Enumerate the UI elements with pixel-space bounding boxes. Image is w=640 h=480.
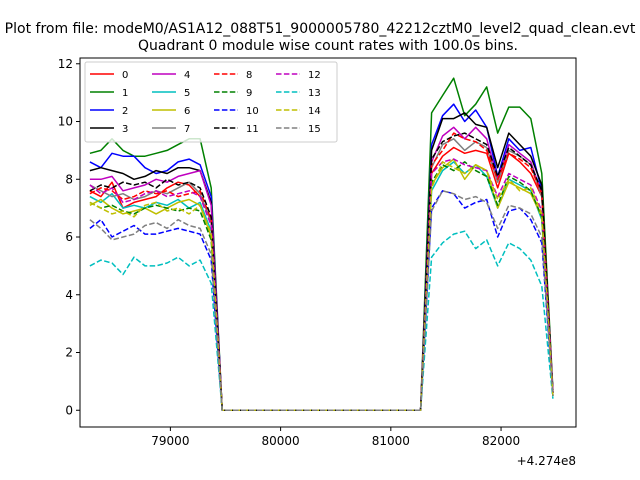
legend-box (84, 61, 338, 143)
x-tick-label: 79000 (151, 434, 189, 448)
legend-label-15: 15 (308, 124, 321, 135)
legend-label-10: 10 (246, 106, 259, 117)
series-line-9 (89, 161, 554, 412)
legend-label-4: 4 (184, 70, 190, 81)
series-line-15 (89, 190, 554, 412)
y-tick-label: 2 (65, 346, 73, 360)
axes-frame (79, 57, 577, 428)
y-tick-label: 0 (65, 403, 73, 417)
x-axis: 79000 80000 81000 82000 (151, 427, 520, 448)
series-line-14 (89, 161, 554, 412)
chart-title: Quadrant 0 module wise count rates with … (138, 38, 518, 54)
legend-label-2: 2 (122, 106, 128, 117)
legend-label-3: 3 (122, 124, 128, 135)
y-tick-label: 8 (65, 172, 73, 186)
legend-label-1: 1 (122, 88, 128, 99)
legend-label-5: 5 (184, 88, 190, 99)
legend-label-0: 0 (122, 70, 128, 81)
series-layer (89, 77, 554, 412)
x-tick-label: 80000 (262, 434, 300, 448)
legend-label-9: 9 (246, 88, 252, 99)
series-line-8 (89, 132, 554, 412)
y-tick-label: 4 (65, 288, 73, 302)
legend-label-7: 7 (184, 124, 190, 135)
y-tick-label: 12 (58, 57, 73, 71)
legend-label-6: 6 (184, 106, 190, 117)
figure-suptitle: Plot from file: modeM0/AS1A12_088T51_900… (5, 21, 636, 37)
x-tick-label: 81000 (372, 434, 410, 448)
y-tick-label: 6 (65, 230, 73, 244)
x-tick-label: 82000 (482, 434, 520, 448)
y-axis: 0 2 4 6 8 10 12 (58, 57, 80, 417)
x-offset-label: +4.274e8 (517, 454, 576, 468)
legend-label-13: 13 (308, 88, 321, 99)
legend-label-14: 14 (308, 106, 321, 117)
legend-label-12: 12 (308, 70, 321, 81)
legend-label-8: 8 (246, 70, 252, 81)
legend-label-11: 11 (246, 124, 259, 135)
y-tick-label: 10 (58, 115, 73, 129)
